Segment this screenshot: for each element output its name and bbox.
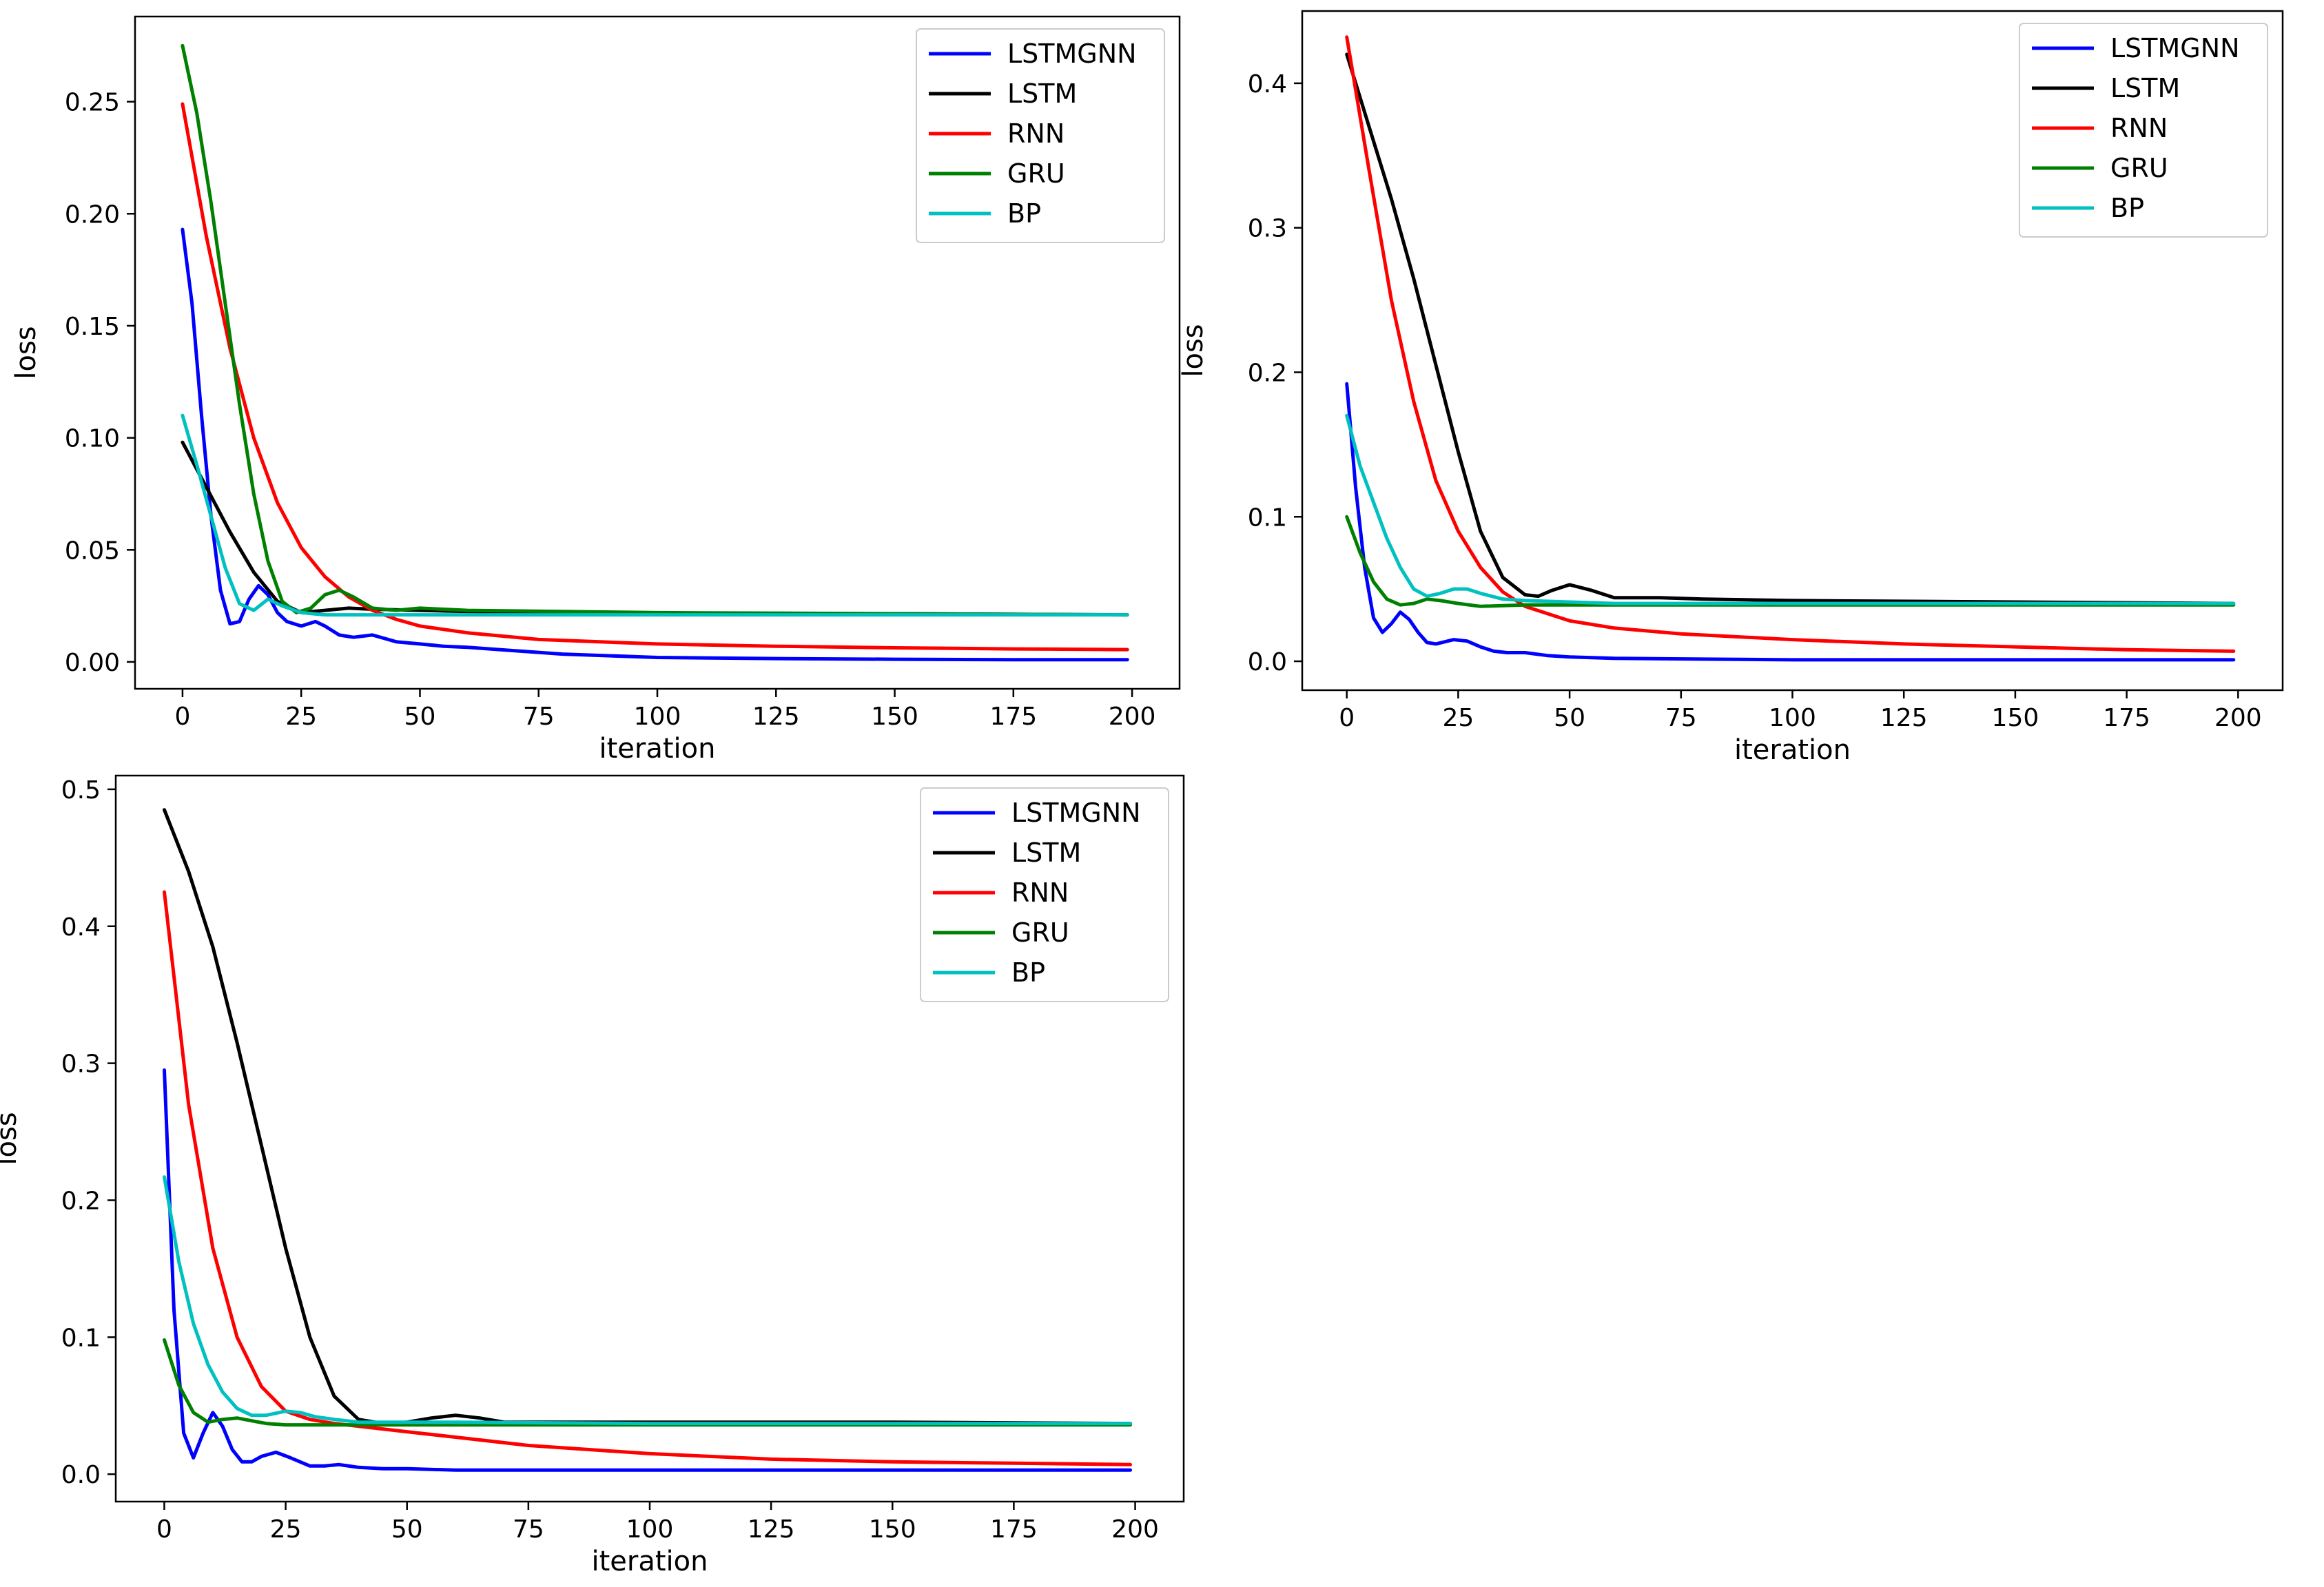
series-line-lstmgnn	[1345, 382, 2236, 662]
y-tick-label: 0.1	[1248, 504, 1287, 532]
x-tick-label: 200	[2214, 704, 2262, 732]
y-tick-label: 0.4	[61, 913, 101, 942]
legend-label-rnn: RNN	[1011, 878, 1069, 908]
y-tick-label: 0.1	[61, 1324, 101, 1352]
x-tick-label: 0	[156, 1515, 172, 1544]
legend-label-gru: GRU	[2110, 153, 2168, 183]
series-line-bp	[163, 1175, 1132, 1426]
x-tick-label: 125	[752, 703, 800, 731]
legend-label-bp: BP	[1011, 957, 1045, 988]
legend: LSTMGNN LSTM RNN GRU BP	[920, 787, 1169, 1002]
legend-label-rnn: RNN	[1007, 118, 1065, 149]
y-tick-label: 0.05	[65, 537, 120, 565]
chart-panel-3: 0 25 50 75 100 125 150 175 200 0.0 0.1 0.2 0.3 0.4 0.5…	[0, 774, 1185, 1577]
series-line-lstmgnn	[163, 1068, 1132, 1472]
x-tick-label: 75	[1665, 704, 1697, 732]
legend: LSTMGNN LSTM RNN GRU BP	[2019, 23, 2268, 238]
series-line-lstm	[1345, 52, 2236, 605]
x-tick-label: 200	[1111, 1515, 1159, 1544]
series-line-bp	[1345, 413, 2236, 605]
x-axis-label: iteration	[1734, 734, 1851, 766]
series-line-lstm	[181, 440, 1129, 617]
x-tick-label: 150	[871, 703, 918, 731]
legend-label-lstmgnn: LSTMGNN	[1007, 39, 1137, 69]
y-tick-label: 0.20	[65, 200, 120, 229]
y-tick-label: 0.3	[61, 1050, 101, 1079]
chart-panel-2: 0 25 50 75 100 125 150 175 200 0.0 0.1 0.2 0.3 0.4 ite…	[1178, 10, 2284, 766]
legend-label-bp: BP	[2110, 193, 2144, 223]
legend-label-lstm: LSTM	[1007, 79, 1077, 109]
legend-label-bp: BP	[1007, 198, 1041, 229]
x-tick-label: 175	[989, 703, 1037, 731]
x-tick-label: 125	[1880, 704, 1928, 732]
y-tick-label: 0.2	[1248, 359, 1287, 387]
x-tick-label: 175	[2103, 704, 2150, 732]
x-axis-label: iteration	[592, 1546, 708, 1577]
x-tick-label: 125	[748, 1515, 795, 1544]
x-tick-label: 150	[869, 1515, 916, 1544]
x-tick-label: 50	[391, 1515, 423, 1544]
x-tick-label: 25	[270, 1515, 302, 1544]
x-tick-label: 100	[634, 703, 681, 731]
legend-box	[920, 787, 1169, 1002]
legend-label-rnn: RNN	[2110, 113, 2168, 143]
x-tick-label: 150	[1992, 704, 2039, 732]
x-tick-label: 25	[285, 703, 317, 731]
y-axis-label: loss	[1178, 324, 1209, 377]
legend-label-lstmgnn: LSTMGNN	[2110, 33, 2240, 63]
legend-label-lstm: LSTM	[1011, 838, 1081, 868]
y-tick-label: 0.3	[1248, 215, 1287, 243]
x-tick-label: 100	[1769, 704, 1816, 732]
series-line-gru	[163, 1338, 1132, 1427]
y-tick-label: 0.5	[61, 776, 101, 805]
x-tick-label: 0	[174, 703, 190, 731]
series-line-lstmgnn	[181, 227, 1129, 662]
legend-label-lstm: LSTM	[2110, 73, 2180, 103]
y-axis-label: loss	[0, 1112, 23, 1165]
legend-label-lstmgnn: LSTMGNN	[1011, 798, 1141, 828]
y-axis-label: loss	[10, 326, 42, 379]
y-tick-label: 0.25	[65, 89, 120, 117]
x-tick-label: 200	[1109, 703, 1156, 731]
y-tick-label: 0.10	[65, 425, 120, 453]
series-line-bp	[181, 413, 1129, 617]
x-tick-label: 75	[523, 703, 555, 731]
x-tick-label: 0	[1339, 704, 1355, 732]
y-tick-label: 0.00	[65, 649, 120, 677]
legend: LSTMGNN LSTM RNN GRU BP	[916, 28, 1165, 243]
y-tick-label: 0.0	[1248, 648, 1287, 676]
y-tick-label: 0.4	[1248, 70, 1287, 98]
legend-box	[916, 28, 1165, 243]
y-tick-label: 0.0	[61, 1461, 101, 1489]
legend-label-gru: GRU	[1007, 158, 1065, 189]
y-tick-label: 0.2	[61, 1187, 101, 1215]
x-tick-label: 100	[626, 1515, 674, 1544]
chart-panel-1: 0 25 50 75 100 125 150 175 200 0.00 0.05 0.10 0.15 0.…	[10, 15, 1181, 765]
x-tick-label: 175	[990, 1515, 1038, 1544]
x-tick-label: 50	[1554, 704, 1585, 732]
legend-label-gru: GRU	[1011, 917, 1069, 948]
legend-box	[2019, 23, 2268, 238]
y-tick-label: 0.15	[65, 313, 120, 341]
x-tick-label: 75	[513, 1515, 544, 1544]
series-line-gru	[181, 43, 1129, 617]
x-tick-label: 25	[1442, 704, 1474, 732]
x-tick-label: 50	[404, 703, 436, 731]
x-axis-label: iteration	[599, 733, 716, 765]
